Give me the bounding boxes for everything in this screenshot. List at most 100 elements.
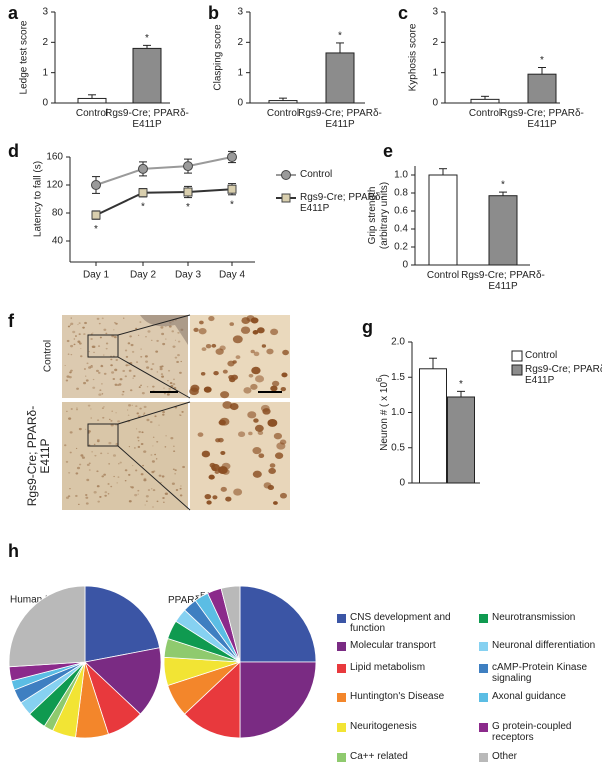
- significance: *: [145, 33, 149, 44]
- cell: [107, 452, 109, 454]
- cell: [90, 365, 93, 367]
- cell: [140, 384, 143, 387]
- cell: [86, 478, 90, 482]
- cell: [221, 468, 230, 475]
- y-tick-label: 0.5: [391, 442, 405, 453]
- cell: [171, 330, 175, 333]
- cell: [129, 389, 133, 392]
- cell: [68, 471, 71, 474]
- cell: [172, 378, 175, 381]
- cell: [258, 453, 265, 458]
- bar: [428, 174, 458, 266]
- cell: [77, 340, 81, 343]
- cell: [174, 356, 178, 359]
- zoom-line: [117, 314, 191, 336]
- bar: [488, 195, 518, 266]
- cell: [84, 428, 87, 430]
- cell: [108, 463, 111, 465]
- bar: [447, 396, 475, 484]
- cell: [156, 500, 159, 503]
- cell: [167, 369, 171, 372]
- cell: [70, 354, 73, 356]
- y-tick-label: 2: [432, 37, 438, 48]
- cell: [170, 436, 174, 440]
- cell: [78, 427, 82, 431]
- bar: [470, 98, 500, 104]
- cell: [168, 387, 171, 390]
- cell: [90, 337, 93, 340]
- cell: [163, 387, 165, 389]
- pie-slice: [220, 585, 241, 663]
- cell: [134, 447, 136, 449]
- cell: [250, 317, 259, 324]
- cell: [197, 432, 204, 437]
- cell: [161, 365, 164, 368]
- cell: [98, 393, 102, 396]
- cell: [76, 407, 78, 409]
- cell: [140, 355, 143, 358]
- cell: [267, 419, 278, 427]
- cell: [102, 416, 105, 419]
- legend-swatch: [337, 642, 346, 651]
- panel-letter: h: [8, 541, 19, 561]
- cell: [74, 335, 77, 337]
- cell: [127, 364, 130, 367]
- panel-letter: e: [383, 141, 393, 161]
- cell: [137, 334, 140, 336]
- cell: [255, 375, 265, 383]
- zoom-line: [117, 401, 191, 425]
- cell: [221, 462, 231, 470]
- cell: [104, 494, 107, 497]
- cell: [220, 486, 227, 492]
- row-label: Control: [43, 340, 54, 372]
- legend-label: Control: [525, 350, 558, 361]
- marker: [227, 152, 237, 162]
- cell: [152, 385, 155, 388]
- cell: [149, 420, 153, 424]
- legend-label: Rgs9-Cre; PPARδ-E411P: [300, 192, 384, 214]
- significance: *: [459, 379, 463, 390]
- cell: [104, 491, 108, 494]
- cell: [100, 365, 104, 368]
- cell: [152, 445, 154, 447]
- cell: [70, 317, 72, 319]
- cell: [118, 463, 120, 465]
- cell: [110, 364, 113, 367]
- cell: [69, 371, 72, 374]
- legend-label-box: Control: [525, 350, 558, 361]
- cell: [78, 503, 80, 506]
- cell: [119, 461, 122, 464]
- panel-letter: d: [8, 141, 19, 161]
- cell: [99, 495, 102, 498]
- cell: [241, 317, 250, 325]
- cell: [154, 453, 157, 456]
- micrograph: [62, 315, 188, 398]
- cell: [206, 500, 212, 505]
- cell: [225, 496, 232, 502]
- cell: [125, 355, 129, 358]
- cell: [73, 338, 76, 340]
- cell: [136, 361, 138, 363]
- cell: [79, 342, 82, 345]
- cell: [248, 431, 253, 436]
- cell: [97, 500, 100, 503]
- cell: [65, 379, 69, 382]
- cell: [229, 322, 234, 326]
- cell: [172, 468, 175, 471]
- cell: [262, 408, 271, 415]
- cell: [150, 368, 153, 371]
- cell: [96, 470, 99, 473]
- cell: [139, 321, 142, 323]
- cell: [250, 383, 258, 390]
- cell: [152, 489, 156, 492]
- cell: [96, 439, 100, 442]
- row-label-box: Rgs9-Cre; PPARδ-E411P: [26, 406, 52, 506]
- y-tick-label: 0.8: [394, 188, 408, 199]
- x-tick-label-box: Control: [76, 108, 108, 119]
- panel-letter: f: [8, 311, 15, 331]
- cell: [163, 501, 165, 503]
- cell: [162, 413, 165, 416]
- cell: [137, 445, 141, 448]
- cell: [261, 344, 267, 348]
- cell: [128, 369, 132, 372]
